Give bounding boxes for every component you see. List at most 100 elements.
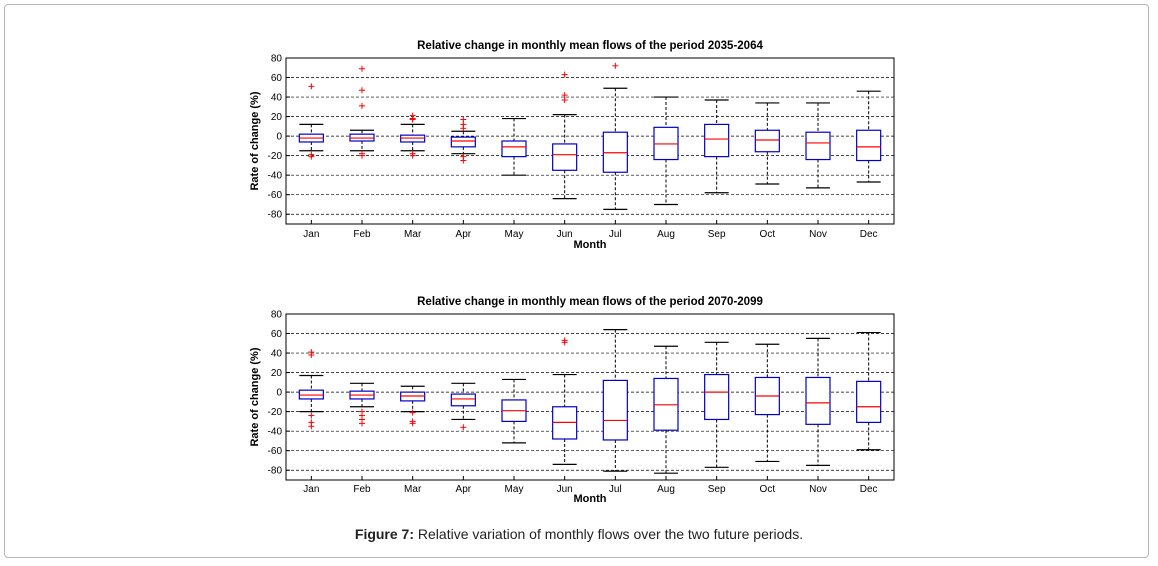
x-tick-label: Mar <box>404 484 422 495</box>
box-mar <box>400 112 426 159</box>
x-tick-label: Apr <box>456 229 472 240</box>
x-tick-label: Jul <box>609 484 622 495</box>
outlier-marker <box>308 83 315 90</box>
outlier-marker <box>359 420 365 427</box>
y-tick-label: 60 <box>271 73 283 84</box>
y-axis-label: Rate of change (%) <box>249 347 261 446</box>
box-feb <box>349 382 375 427</box>
outlier-marker <box>359 152 365 159</box>
outlier-marker <box>460 125 467 132</box>
y-tick-label: -60 <box>268 446 283 457</box>
iqr-box <box>856 129 882 162</box>
x-tick-label: Nov <box>809 229 827 240</box>
y-tick-label: 40 <box>271 93 283 104</box>
outlier-marker <box>308 153 315 160</box>
x-tick-label: Jan <box>303 229 319 240</box>
caption-text: Relative variation of monthly flows over… <box>414 526 804 542</box>
x-tick-label: Sep <box>708 484 726 495</box>
iqr-box <box>501 140 527 158</box>
outlier-marker <box>561 71 568 78</box>
x-tick-label: Oct <box>760 484 776 495</box>
plot-frame <box>285 313 895 481</box>
x-axis-label: Month <box>574 239 607 251</box>
box-nov <box>805 102 831 189</box>
outlier-marker <box>409 152 416 159</box>
outlier-marker <box>308 352 315 359</box>
figure-caption: Figure 7: Relative variation of monthly … <box>0 526 1158 542</box>
box-oct <box>754 343 780 463</box>
outlier-marker <box>409 115 416 122</box>
outlier-marker <box>409 420 416 427</box>
x-tick-label: Sep <box>708 229 726 240</box>
box-jan <box>298 349 324 430</box>
outlier-marker <box>359 87 365 94</box>
x-tick-label: Jun <box>557 229 573 240</box>
iqr-box <box>805 376 831 425</box>
outlier-marker <box>561 96 568 103</box>
iqr-box <box>754 129 780 153</box>
outlier-marker <box>308 412 315 419</box>
y-tick-label: 80 <box>271 310 283 321</box>
y-axis-label: Rate of change (%) <box>249 91 261 190</box>
y-tick-label: -40 <box>268 171 283 182</box>
box-feb <box>349 65 375 159</box>
box-apr <box>450 116 476 164</box>
box-aug <box>653 96 679 206</box>
box-jun <box>552 337 578 465</box>
iqr-box <box>602 379 628 441</box>
x-tick-label: Dec <box>860 229 878 240</box>
y-tick-label: -80 <box>268 466 283 477</box>
outlier-marker <box>612 62 619 69</box>
box-jun <box>552 71 578 200</box>
x-tick-label: May <box>505 484 524 495</box>
box-jul <box>602 329 628 472</box>
x-tick-label: Jun <box>557 484 573 495</box>
y-tick-label: -60 <box>268 190 283 201</box>
iqr-box <box>704 373 730 421</box>
x-tick-label: Feb <box>353 229 371 240</box>
chart-title: Relative change in monthly mean flows of… <box>417 40 763 52</box>
x-tick-label: Nov <box>809 484 827 495</box>
box-mar <box>400 385 426 427</box>
x-axis-label: Month <box>574 493 607 505</box>
iqr-box <box>805 131 831 161</box>
outlier-marker <box>359 102 365 109</box>
outlier-marker <box>308 423 315 430</box>
x-tick-label: Aug <box>657 229 675 240</box>
plot-frame <box>285 57 895 225</box>
y-tick-label: 0 <box>276 388 282 399</box>
x-tick-label: Feb <box>353 484 371 495</box>
y-tick-label: 80 <box>271 54 283 65</box>
box-apr <box>450 382 476 431</box>
chart-1: Jan Feb Mar Apr May Jun Jul Aug Sep Oct Nov Dec -80 -… <box>249 40 895 251</box>
iqr-box <box>450 136 476 148</box>
box-aug <box>653 345 679 474</box>
y-tick-label: 60 <box>271 329 283 340</box>
box-may <box>501 117 527 176</box>
x-tick-label: May <box>505 229 524 240</box>
y-tick-label: -80 <box>268 210 283 221</box>
x-tick-label: Mar <box>404 229 422 240</box>
box-nov <box>805 337 831 466</box>
y-tick-label: 20 <box>271 112 283 123</box>
box-oct <box>754 102 780 185</box>
outlier-marker <box>460 157 467 164</box>
y-tick-label: 20 <box>271 368 283 379</box>
chart-2: Jan Feb Mar Apr May Jun Jul Aug Sep Oct Nov Dec -80 -… <box>249 296 895 505</box>
x-tick-label: Jan <box>303 484 319 495</box>
y-tick-label: -20 <box>268 151 283 162</box>
box-jan <box>298 83 324 160</box>
figure-frame <box>4 4 1149 558</box>
chart-title: Relative change in monthly mean flows of… <box>417 296 763 308</box>
outlier-marker <box>409 409 416 416</box>
box-sep <box>704 99 730 194</box>
y-tick-label: -20 <box>268 407 283 418</box>
box-may <box>501 378 527 444</box>
y-tick-label: 0 <box>276 132 282 143</box>
y-tick-label: -40 <box>268 427 283 438</box>
x-tick-label: Aug <box>657 484 675 495</box>
box-dec <box>856 331 882 451</box>
iqr-box <box>552 143 578 171</box>
x-tick-label: Dec <box>860 484 878 495</box>
